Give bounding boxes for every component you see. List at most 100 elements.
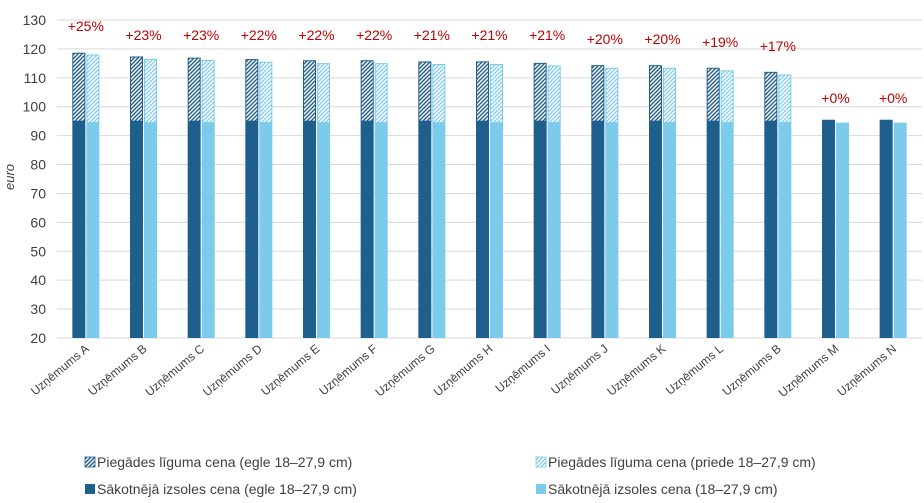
- y-tick-label: 130: [23, 12, 47, 28]
- bar-egle-auction: [879, 119, 893, 339]
- bar-priede-auction: [490, 122, 503, 338]
- x-category-label: Uzņēmums C: [142, 341, 207, 399]
- y-tick-label: 100: [23, 99, 47, 115]
- x-category-label: Uzņēmums A: [28, 342, 92, 399]
- change-label: +22%: [241, 27, 277, 43]
- bar-egle-auction: [591, 121, 605, 338]
- change-label: +23%: [183, 27, 219, 43]
- bar-egle-auction: [187, 121, 201, 338]
- bar-priede-contract: [86, 54, 100, 124]
- bar-egle-auction: [360, 121, 374, 338]
- bar-egle-contract: [187, 57, 201, 122]
- bar-priede-contract: [317, 63, 330, 124]
- bar-priede-auction: [144, 122, 157, 338]
- bar-priede-auction: [893, 122, 907, 338]
- bar-egle-contract: [706, 67, 720, 122]
- x-category-label: Uzņēmums J: [548, 342, 611, 398]
- bar-egle-auction: [418, 121, 432, 338]
- x-category-label: Uzņēmums F: [316, 342, 380, 399]
- bar-egle-auction: [533, 121, 547, 338]
- bar-egle-contract: [476, 61, 489, 122]
- bar-priede-contract: [144, 58, 157, 124]
- legend-label-priede-contract: Piegādes līguma cena (priede 18–27,9 cm): [548, 454, 816, 470]
- x-category-label: Uzņēmums G: [373, 342, 438, 400]
- y-tick-label: 50: [30, 243, 46, 259]
- change-label: +0%: [879, 90, 907, 106]
- bar-egle-contract: [130, 56, 143, 122]
- bar-priede-contract: [720, 70, 734, 124]
- bar-priede-auction: [432, 122, 446, 338]
- x-category-label: Uzņēmums E: [258, 342, 322, 399]
- y-axis-ticks: 20 30 40 50 60 70 80 90 100 110 120 130: [23, 12, 47, 346]
- x-category-label: Uzņēmums B: [85, 342, 149, 399]
- bar-egle-auction: [822, 119, 835, 339]
- bar-egle-auction: [303, 121, 316, 338]
- bar-priede-auction: [663, 122, 676, 338]
- bar-priede-contract: [778, 74, 792, 124]
- change-label: +0%: [821, 90, 849, 106]
- y-tick-label: 20: [30, 330, 46, 346]
- x-category-label: Uzņēmums D: [200, 341, 265, 399]
- legend-label-egle-contract: Piegādes līguma cena (egle 18–27,9 cm): [97, 454, 352, 470]
- bar-egle-auction: [245, 121, 259, 338]
- bar-egle-auction: [476, 121, 489, 338]
- legend-swatch-egle-contract: [84, 456, 96, 468]
- legend-label-egle-auction: Sākotnējā izsoles cena (egle 18–27,9 cm): [97, 481, 357, 497]
- bar-priede-contract: [605, 67, 619, 124]
- bar-egle-auction: [706, 121, 720, 338]
- bar-priede-auction: [547, 122, 561, 338]
- gridlines: [57, 19, 922, 339]
- legend-item-priede-contract: Piegādes līguma cena (priede 18–27,9 cm): [535, 454, 816, 470]
- bar-egle-auction: [764, 121, 778, 338]
- x-category-label: Uzņēmums M: [776, 342, 842, 400]
- bar-priede-contract: [201, 59, 215, 124]
- bar-egle-contract: [591, 65, 605, 122]
- bar-egle-contract: [360, 60, 374, 122]
- change-label: +23%: [125, 27, 161, 43]
- bar-egle-contract: [72, 52, 86, 122]
- bar-priede-contract: [259, 61, 273, 124]
- change-labels: +25% +23% +23% +22% +22% +22% +21% +21% +21% +20%…: [68, 18, 908, 106]
- bar-priede-contract: [547, 65, 561, 124]
- x-category-label: Uzņēmums L: [663, 341, 726, 397]
- y-tick-label: 60: [30, 214, 46, 230]
- change-label: +22%: [298, 27, 334, 43]
- bar-priede-contract: [374, 63, 388, 124]
- legend-item-egle-auction: Sākotnējā izsoles cena (egle 18–27,9 cm): [85, 481, 357, 497]
- change-label: +20%: [644, 31, 680, 47]
- change-label: +21%: [529, 27, 565, 43]
- change-label: +17%: [760, 38, 796, 54]
- bar-priede-auction: [720, 122, 734, 338]
- bar-priede-contract: [490, 64, 503, 124]
- y-tick-label: 110: [24, 70, 47, 86]
- change-label: +21%: [471, 27, 507, 43]
- bar-egle-contract: [649, 65, 662, 122]
- bar-priede-auction: [605, 122, 619, 338]
- y-tick-label: 80: [30, 157, 46, 173]
- change-label: +22%: [356, 27, 392, 43]
- bar-egle-auction: [649, 121, 662, 338]
- bar-priede-auction: [259, 122, 273, 338]
- legend-item-priede-auction: Sākotnējā izsoles cena (18–27,9 cm): [536, 481, 778, 497]
- y-tick-label: 90: [30, 128, 46, 144]
- bar-priede-auction: [201, 122, 215, 338]
- x-category-label: Uzņēmums N: [834, 342, 899, 399]
- y-tick-label: 70: [30, 185, 46, 201]
- legend-swatch-priede-contract: [535, 456, 547, 468]
- bar-priede-contract: [663, 67, 676, 124]
- bar-priede-contract: [432, 64, 446, 124]
- change-label: +20%: [587, 31, 623, 47]
- bar-priede-auction: [317, 122, 330, 338]
- bar-egle-contract: [303, 60, 316, 122]
- bar-egle-auction: [130, 121, 143, 338]
- bar-priede-auction: [836, 122, 849, 338]
- bar-egle-contract: [764, 71, 778, 122]
- y-tick-label: 40: [30, 272, 46, 288]
- bar-egle-contract: [418, 61, 432, 122]
- bar-priede-auction: [86, 122, 100, 338]
- y-axis-label: euro: [2, 164, 17, 190]
- bars: [72, 52, 907, 339]
